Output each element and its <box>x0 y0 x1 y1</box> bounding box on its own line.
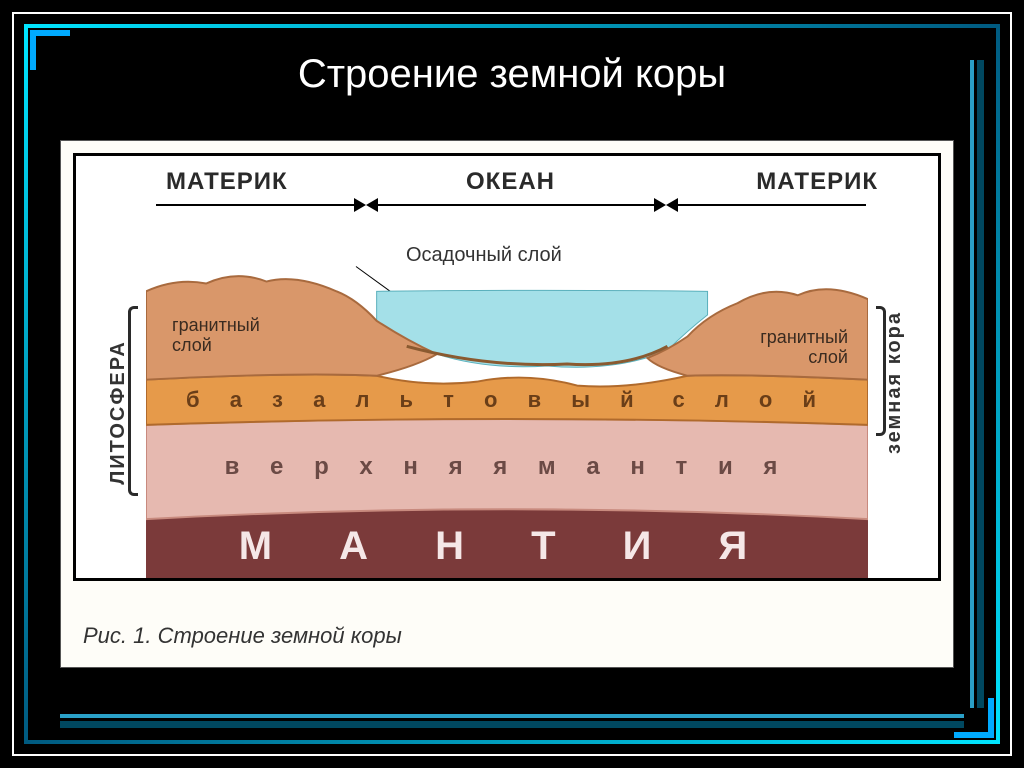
accent-bar-right <box>970 60 984 708</box>
diagram-panel: МАТЕРИК ОКЕАН МАТЕРИК ЛИТОСФЕРА земная к… <box>60 140 954 668</box>
brace-right <box>876 306 886 436</box>
span-arrow-continent-left <box>156 204 356 206</box>
upper-mantle-label: в е р х н я я м а н т и я <box>76 454 938 480</box>
span-arrow-continent-right <box>676 204 866 206</box>
slide-title: Строение земной коры <box>0 52 1024 97</box>
caption-fignum: Рис. 1. <box>83 623 151 648</box>
figure-box: МАТЕРИК ОКЕАН МАТЕРИК ЛИТОСФЕРА земная к… <box>73 153 941 581</box>
caption-text: Строение земной коры <box>158 623 402 648</box>
side-label-crust: земная кора <box>883 311 906 454</box>
neon-border-bottom <box>24 740 1000 744</box>
neon-border-top <box>24 24 1000 28</box>
granite-label-right: гранитный слой <box>760 328 848 368</box>
accent-bar-bottom <box>60 714 964 728</box>
span-arrow-ocean <box>376 204 656 206</box>
granite-label-left: гранитный слой <box>172 316 260 356</box>
neon-border-left <box>24 24 28 744</box>
figure-caption: Рис. 1. Строение земной коры <box>83 623 402 649</box>
region-continent-left: МАТЕРИК <box>166 168 288 196</box>
region-ocean: ОКЕАН <box>466 168 555 196</box>
region-continent-right: МАТЕРИК <box>756 168 878 196</box>
basalt-label-right: с л о й <box>672 388 828 412</box>
neon-border-right <box>996 24 1000 744</box>
mantle-label: М А Н Т И Я <box>76 524 938 568</box>
basalt-label-left: б а з а л ь т о в ы й <box>186 388 646 412</box>
